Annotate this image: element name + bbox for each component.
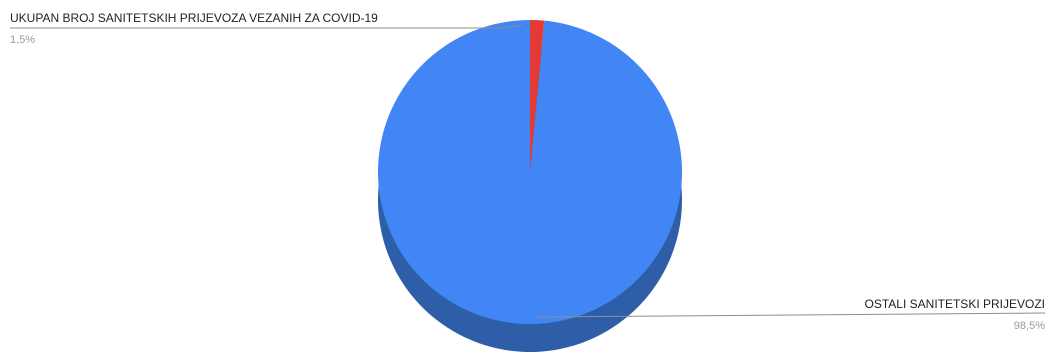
pie-slice-ostali (378, 20, 682, 324)
leader-line-covid (10, 24, 523, 29)
slice-percent-covid: 1,5% (10, 34, 35, 46)
slice-label-covid: UKUPAN BROJ SANITETSKIH PRIJEVOZA VEZANI… (10, 11, 378, 25)
leader-line-ostali (536, 312, 1046, 318)
slice-percent-ostali: 98,5% (1014, 320, 1045, 332)
pie-top-faces (378, 20, 682, 324)
slice-label-ostali: OSTALI SANITETSKI PRIJEVOZI (865, 297, 1045, 311)
pie-slice-covid (530, 20, 545, 172)
callout-covid: UKUPAN BROJ SANITETSKIH PRIJEVOZA VEZANI… (10, 11, 523, 46)
callout-ostali: OSTALI SANITETSKI PRIJEVOZI 98,5% (536, 297, 1046, 332)
